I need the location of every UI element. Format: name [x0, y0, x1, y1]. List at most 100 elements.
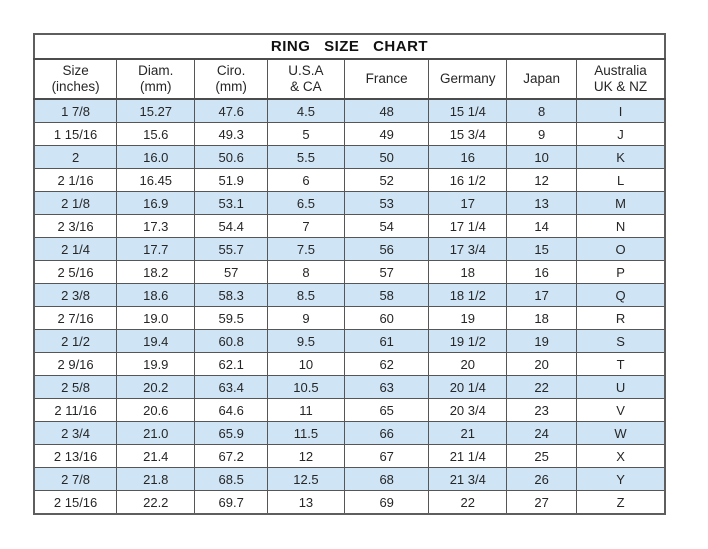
cell-size-inches: 1 7/8	[33, 98, 118, 123]
table-row: 2 7/16 19.0 59.5 9 60 19 18 R	[33, 306, 666, 330]
table-row: 2 3/8 18.6 58.3 8.5 58 18 1/2 17 Q	[33, 283, 666, 307]
cell-diam-mm: 18.6	[116, 283, 196, 307]
column-header-france: France	[343, 58, 430, 100]
cell-diam-mm: 21.8	[116, 467, 196, 491]
cell-germany: 17 1/4	[428, 214, 508, 238]
cell-usa-ca: 5.5	[266, 145, 345, 169]
cell-japan: 14	[506, 214, 578, 238]
cell-germany: 16 1/2	[428, 168, 508, 192]
column-header-ciro-mm: Ciro. (mm)	[194, 58, 268, 100]
column-header-line1: Japan	[523, 70, 560, 86]
cell-australia-uk-nz: N	[576, 214, 666, 238]
cell-germany: 21 3/4	[428, 467, 508, 491]
cell-usa-ca: 12.5	[266, 467, 345, 491]
cell-size-inches: 2 5/8	[33, 375, 118, 399]
cell-germany: 19 1/2	[428, 329, 508, 353]
column-header-row: Size (inches) Diam. (mm) Ciro. (mm) U.S.A & CA F…	[33, 58, 666, 100]
cell-size-inches: 1 15/16	[33, 122, 118, 146]
cell-france: 66	[343, 421, 430, 445]
cell-japan: 9	[506, 122, 578, 146]
cell-japan: 17	[506, 283, 578, 307]
cell-australia-uk-nz: R	[576, 306, 666, 330]
cell-germany: 16	[428, 145, 508, 169]
cell-japan: 27	[506, 490, 578, 515]
cell-germany: 21 1/4	[428, 444, 508, 468]
cell-australia-uk-nz: W	[576, 421, 666, 445]
cell-japan: 19	[506, 329, 578, 353]
cell-japan: 22	[506, 375, 578, 399]
cell-france: 68	[343, 467, 430, 491]
cell-usa-ca: 9	[266, 306, 345, 330]
cell-usa-ca: 11	[266, 398, 345, 422]
column-header-line2: (inches)	[51, 79, 100, 94]
title-row: RING SIZE CHART	[33, 33, 666, 60]
cell-diam-mm: 21.4	[116, 444, 196, 468]
cell-size-inches: 2 7/16	[33, 306, 118, 330]
cell-size-inches: 2 3/8	[33, 283, 118, 307]
cell-ciro-mm: 69.7	[194, 490, 268, 515]
cell-japan: 12	[506, 168, 578, 192]
table-row: 2 7/8 21.8 68.5 12.5 68 21 3/4 26 Y	[33, 467, 666, 491]
column-header-line1: Ciro.	[216, 62, 246, 78]
cell-france: 65	[343, 398, 430, 422]
ring-size-chart: RING SIZE CHART Size (inches) Diam. (mm) Cir…	[33, 33, 666, 515]
table-row: 2 11/16 20.6 64.6 11 65 20 3/4 23 V	[33, 398, 666, 422]
cell-france: 50	[343, 145, 430, 169]
cell-germany: 15 3/4	[428, 122, 508, 146]
cell-japan: 16	[506, 260, 578, 284]
column-header-diam-mm: Diam. (mm)	[116, 58, 196, 100]
cell-france: 60	[343, 306, 430, 330]
cell-australia-uk-nz: Z	[576, 490, 666, 515]
cell-size-inches: 2 9/16	[33, 352, 118, 376]
column-header-line1: Germany	[440, 70, 496, 86]
cell-diam-mm: 19.9	[116, 352, 196, 376]
cell-diam-mm: 19.4	[116, 329, 196, 353]
cell-ciro-mm: 63.4	[194, 375, 268, 399]
ring-size-table: RING SIZE CHART Size (inches) Diam. (mm) Cir…	[33, 33, 666, 515]
cell-size-inches: 2 5/16	[33, 260, 118, 284]
table-row: 2 1/2 19.4 60.8 9.5 61 19 1/2 19 S	[33, 329, 666, 353]
cell-ciro-mm: 53.1	[194, 191, 268, 215]
cell-france: 57	[343, 260, 430, 284]
cell-france: 48	[343, 98, 430, 123]
table-row: 2 1/16 16.45 51.9 6 52 16 1/2 12 L	[33, 168, 666, 192]
cell-ciro-mm: 47.6	[194, 98, 268, 123]
cell-usa-ca: 12	[266, 444, 345, 468]
cell-ciro-mm: 60.8	[194, 329, 268, 353]
cell-usa-ca: 10.5	[266, 375, 345, 399]
cell-usa-ca: 13	[266, 490, 345, 515]
cell-ciro-mm: 67.2	[194, 444, 268, 468]
cell-germany: 21	[428, 421, 508, 445]
cell-size-inches: 2 1/2	[33, 329, 118, 353]
table-row: 2 1/4 17.7 55.7 7.5 56 17 3/4 15 O	[33, 237, 666, 261]
cell-ciro-mm: 62.1	[194, 352, 268, 376]
cell-ciro-mm: 50.6	[194, 145, 268, 169]
column-header-line2: (mm)	[215, 79, 247, 94]
cell-australia-uk-nz: S	[576, 329, 666, 353]
cell-france: 58	[343, 283, 430, 307]
cell-japan: 15	[506, 237, 578, 261]
cell-ciro-mm: 65.9	[194, 421, 268, 445]
cell-japan: 20	[506, 352, 578, 376]
cell-usa-ca: 6.5	[266, 191, 345, 215]
cell-usa-ca: 7.5	[266, 237, 345, 261]
cell-australia-uk-nz: L	[576, 168, 666, 192]
cell-japan: 26	[506, 467, 578, 491]
table-row: 2 9/16 19.9 62.1 10 62 20 20 T	[33, 352, 666, 376]
table-row: 2 16.0 50.6 5.5 50 16 10 K	[33, 145, 666, 169]
cell-size-inches: 2 15/16	[33, 490, 118, 515]
cell-usa-ca: 5	[266, 122, 345, 146]
cell-diam-mm: 22.2	[116, 490, 196, 515]
cell-germany: 18 1/2	[428, 283, 508, 307]
cell-ciro-mm: 68.5	[194, 467, 268, 491]
cell-diam-mm: 16.45	[116, 168, 196, 192]
table-row: 2 13/16 21.4 67.2 12 67 21 1/4 25 X	[33, 444, 666, 468]
cell-size-inches: 2 13/16	[33, 444, 118, 468]
cell-france: 62	[343, 352, 430, 376]
cell-france: 69	[343, 490, 430, 515]
cell-australia-uk-nz: U	[576, 375, 666, 399]
cell-size-inches: 2 1/16	[33, 168, 118, 192]
column-header-australia-uk-nz: Australia UK & NZ	[576, 58, 666, 100]
cell-usa-ca: 6	[266, 168, 345, 192]
table-row: 2 5/16 18.2 57 8 57 18 16 P	[33, 260, 666, 284]
